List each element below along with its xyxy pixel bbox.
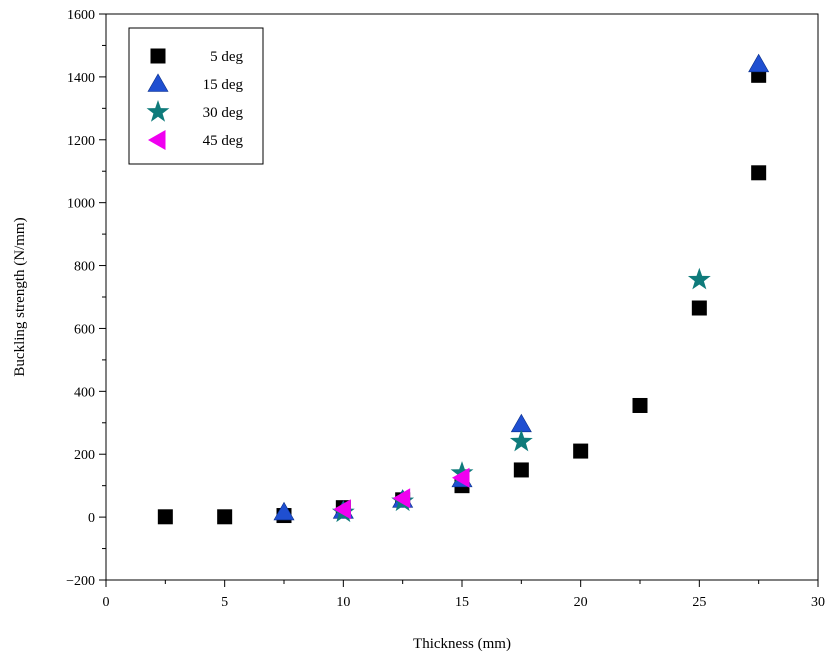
y-tick-label: 1000 [67,197,95,212]
data-point-triangle-up [510,413,532,433]
data-point-triangle-left [333,499,351,520]
data-point-square [217,509,233,525]
x-tick-label: 5 [221,595,228,610]
data-point-star [687,267,711,290]
y-tick-label: 800 [74,260,95,275]
data-point-star [450,461,474,483]
x-tick-label: 15 [455,595,469,610]
axis-ticks [99,13,819,587]
x-tick-label: 25 [692,595,706,610]
data-point-square [513,462,529,478]
legend-label: 45 deg [203,133,244,149]
y-tick-label: −200 [66,574,95,589]
y-tick-label: 400 [74,385,95,400]
x-tick-label: 10 [336,595,350,610]
legend-marker-star [146,100,170,122]
legend: 5 deg 15 deg 30 deg 45 deg [128,27,264,165]
legend-marker-triangle-left [148,130,166,150]
x-axis-title: Thickness (mm) [413,636,511,652]
data-points [157,53,770,525]
data-point-square [573,443,589,459]
y-tick-label: 1400 [67,71,95,86]
y-tick-label: 0 [88,511,95,526]
data-point-triangle-up [273,501,295,521]
data-point-triangle-left [392,488,411,509]
legend-marker-triangle-up [147,73,169,92]
legend-label: 15 deg [203,77,244,93]
data-point-square [751,165,767,181]
data-point-triangle-up [748,53,770,73]
data-point-square [691,300,707,316]
legend-marker-square [150,48,166,64]
y-tick-label: 600 [74,322,95,337]
x-tick-label: 30 [811,595,825,610]
legend-label: 5 deg [210,49,243,65]
x-tick-label: 20 [574,595,588,610]
data-point-triangle-left [452,467,470,488]
data-point-star [509,429,533,452]
data-point-square [632,397,648,413]
y-tick-label: 1600 [67,8,95,23]
axis-tick-labels: 0 5 10 15 20 25 30 −200 0 200 400 600 800 1000 1200 140… [66,8,825,610]
x-tick-label: 0 [103,595,110,610]
y-tick-label: 1200 [67,134,95,149]
legend-label: 30 deg [203,105,244,121]
y-tick-label: 200 [74,448,95,463]
y-axis-title: Buckling strength (N/mm) [12,217,28,376]
data-point-square [157,509,173,525]
